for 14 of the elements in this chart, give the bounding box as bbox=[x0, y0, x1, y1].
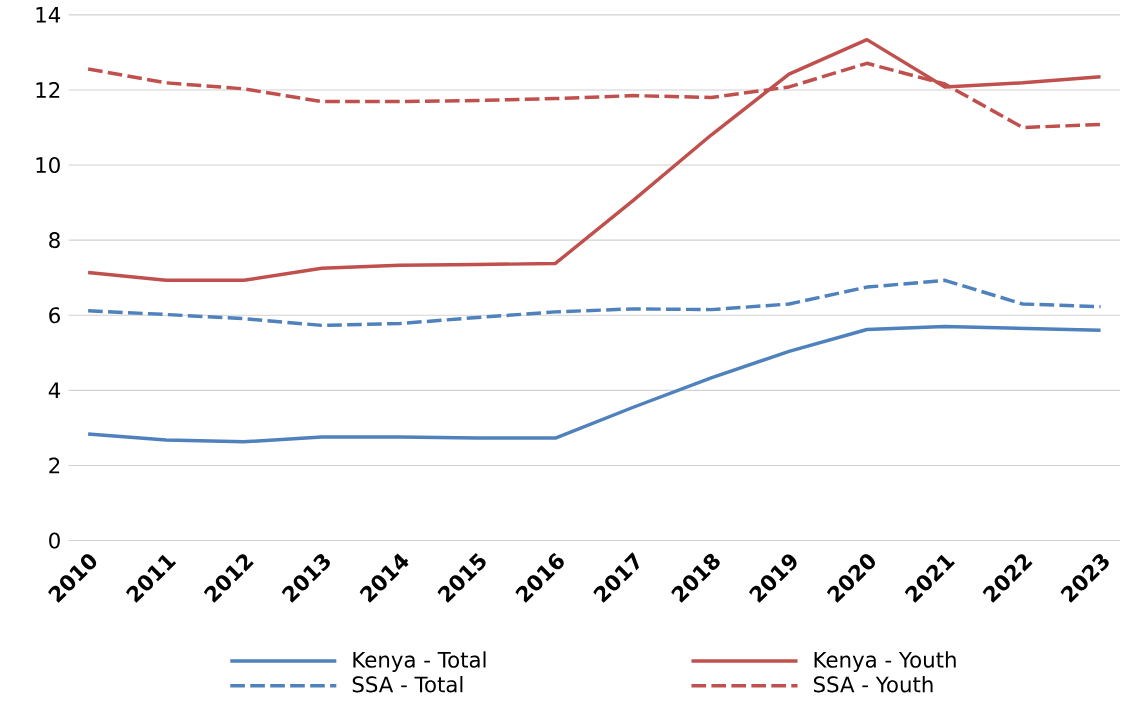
legend-label: Kenya - Youth bbox=[814, 651, 956, 673]
y-tick-label: 12 bbox=[36, 82, 60, 99]
legend-label: Kenya - Total bbox=[353, 651, 486, 673]
legend-label: SSA - Total bbox=[352, 676, 463, 693]
line-series bbox=[86, 38, 1103, 283]
y-tick-label: 2 bbox=[49, 457, 60, 474]
y-tick-label: 8 bbox=[49, 232, 60, 249]
y-tick-label: 6 bbox=[49, 307, 60, 324]
y-tick-label: 10 bbox=[36, 157, 60, 174]
y-tick-label: 0 bbox=[49, 532, 60, 549]
y-tick-label: 14 bbox=[36, 7, 61, 23]
line-series bbox=[86, 278, 1103, 328]
legend-label: SSA - Youth bbox=[813, 676, 933, 693]
y-tick-label: 4 bbox=[48, 382, 61, 399]
